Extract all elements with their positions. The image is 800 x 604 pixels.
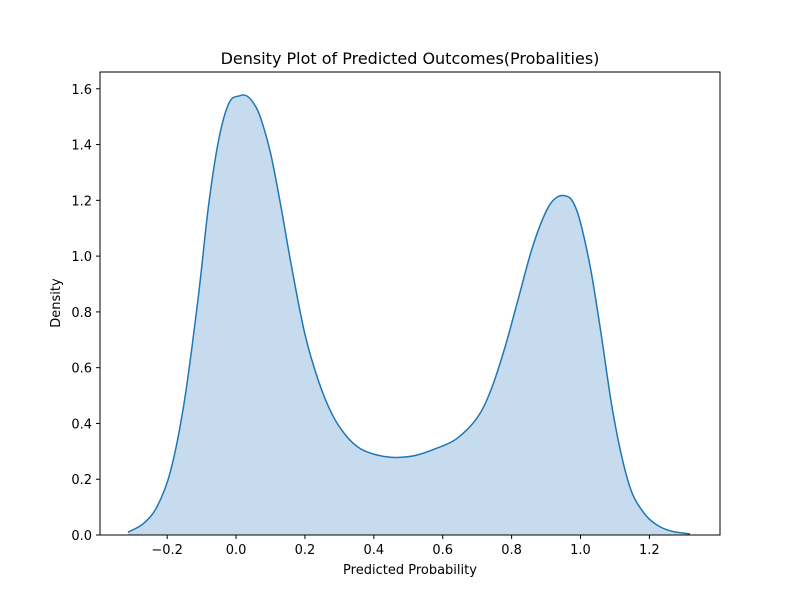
chart-title: Density Plot of Predicted Outcomes(Proba…	[221, 49, 600, 68]
y-axis-label: Density	[49, 278, 64, 328]
y-tick-label: 0.2	[71, 473, 92, 488]
y-tick-label: 0.8	[71, 306, 92, 321]
y-axis: 0.0 0.2 0.4 0.6 0.8 1.0 1.2 1.4 1.6	[71, 83, 100, 544]
x-tick-label: 0.6	[432, 543, 453, 558]
x-tick-label: 0.8	[501, 543, 522, 558]
x-axis: −0.2 0.0 0.2 0.4 0.6 0.8 1.0 1.2	[151, 535, 660, 558]
y-tick-label: 0.4	[71, 417, 92, 432]
density-area-fill	[127, 94, 691, 535]
y-tick-label: 1.2	[71, 194, 92, 209]
y-tick-label: 1.6	[71, 83, 92, 98]
y-tick-label: 0.0	[71, 529, 92, 544]
x-tick-label: 0.0	[226, 543, 247, 558]
y-tick-label: 1.0	[71, 250, 92, 265]
y-tick-label: 1.4	[71, 139, 92, 154]
x-axis-label: Predicted Probability	[343, 563, 477, 578]
plot-area	[99, 71, 721, 536]
x-tick-label: 1.2	[639, 543, 660, 558]
y-tick-label: 0.6	[71, 362, 92, 377]
density-curve-line	[127, 94, 691, 535]
x-tick-label: 0.2	[295, 543, 316, 558]
x-tick-label: 0.4	[363, 543, 384, 558]
x-tick-label: 1.0	[570, 543, 591, 558]
x-tick-label: −0.2	[151, 543, 183, 558]
plot-frame	[99, 71, 721, 536]
